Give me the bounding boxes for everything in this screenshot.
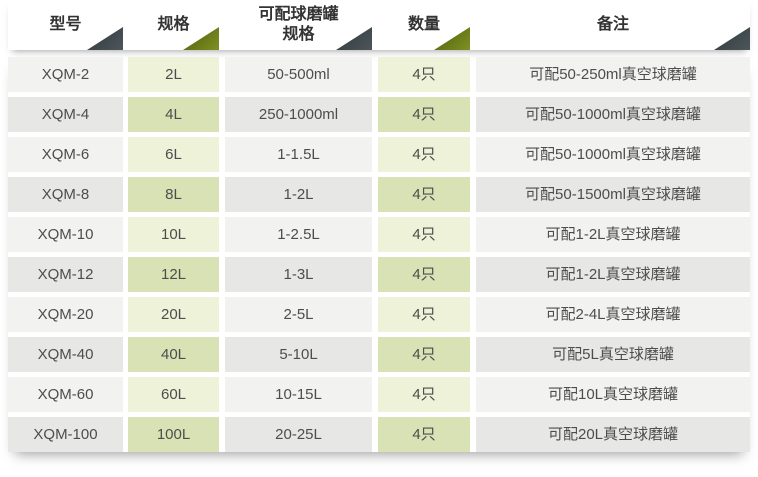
header-note: 备注 <box>476 0 750 50</box>
spec-table: 型号 规格 可配球磨罐 规格 数量 备注 XQM-2 2L 50-500ml 4… <box>8 0 750 452</box>
cell-qty: 4只 <box>378 97 470 132</box>
cell-spec: 10L <box>128 217 219 252</box>
table-row: XQM-12 12L 1-3L 4只 可配1-2L真空球磨罐 <box>8 257 750 292</box>
cell-spec: 40L <box>128 337 219 372</box>
cell-qty: 4只 <box>378 297 470 332</box>
cell-note: 可配20L真空球磨罐 <box>476 417 750 452</box>
corner-triangle-dark-icon <box>336 27 372 50</box>
cell-qty: 4只 <box>378 257 470 292</box>
cell-qty: 4只 <box>378 137 470 172</box>
cell-spec: 8L <box>128 177 219 212</box>
table-row: XQM-6 6L 1-1.5L 4只 可配50-1000ml真空球磨罐 <box>8 137 750 172</box>
cell-model: XQM-40 <box>8 337 123 372</box>
cell-spec: 4L <box>128 97 219 132</box>
cell-note: 可配50-1500ml真空球磨罐 <box>476 177 750 212</box>
cell-note: 可配10L真空球磨罐 <box>476 377 750 412</box>
cell-jar-spec: 1-2L <box>225 177 372 212</box>
cell-model: XQM-6 <box>8 137 123 172</box>
cell-note: 可配5L真空球磨罐 <box>476 337 750 372</box>
cell-model: XQM-60 <box>8 377 123 412</box>
cell-note: 可配50-1000ml真空球磨罐 <box>476 137 750 172</box>
header-model-label: 型号 <box>49 16 82 33</box>
cell-qty: 4只 <box>378 177 470 212</box>
cell-jar-spec: 20-25L <box>225 417 372 452</box>
header-qty: 数量 <box>378 0 470 50</box>
table-row: XQM-40 40L 5-10L 4只 可配5L真空球磨罐 <box>8 337 750 372</box>
table-row: XQM-2 2L 50-500ml 4只 可配50-250ml真空球磨罐 <box>8 57 750 92</box>
table-row: XQM-10 10L 1-2.5L 4只 可配1-2L真空球磨罐 <box>8 217 750 252</box>
cell-qty: 4只 <box>378 57 470 92</box>
table-row: XQM-60 60L 10-15L 4只 可配10L真空球磨罐 <box>8 377 750 412</box>
cell-model: XQM-4 <box>8 97 123 132</box>
header-spec-label: 规格 <box>157 16 190 33</box>
cell-qty: 4只 <box>378 337 470 372</box>
cell-jar-spec: 10-15L <box>225 377 372 412</box>
cell-model: XQM-12 <box>8 257 123 292</box>
cell-note: 可配50-1000ml真空球磨罐 <box>476 97 750 132</box>
header-note-label: 备注 <box>596 16 629 33</box>
cell-jar-spec: 50-500ml <box>225 57 372 92</box>
cell-note: 可配50-250ml真空球磨罐 <box>476 57 750 92</box>
header-model: 型号 <box>8 0 123 50</box>
cell-jar-spec: 1-3L <box>225 257 372 292</box>
table-row: XQM-4 4L 250-1000ml 4只 可配50-1000ml真空球磨罐 <box>8 97 750 132</box>
corner-triangle-dark-icon <box>87 27 123 50</box>
corner-triangle-dark-icon <box>714 27 750 50</box>
header-qty-label: 数量 <box>407 16 440 33</box>
header-jar-spec-label-line2: 规格 <box>282 26 315 43</box>
cell-note: 可配1-2L真空球磨罐 <box>476 257 750 292</box>
cell-spec: 6L <box>128 137 219 172</box>
cell-note: 可配1-2L真空球磨罐 <box>476 217 750 252</box>
cell-spec: 100L <box>128 417 219 452</box>
header-spec: 规格 <box>128 0 219 50</box>
cell-model: XQM-100 <box>8 417 123 452</box>
cell-spec: 2L <box>128 57 219 92</box>
table-header: 型号 规格 可配球磨罐 规格 数量 备注 <box>8 0 750 50</box>
cell-model: XQM-20 <box>8 297 123 332</box>
cell-model: XQM-2 <box>8 57 123 92</box>
table-row: XQM-100 100L 20-25L 4只 可配20L真空球磨罐 <box>8 417 750 452</box>
cell-spec: 60L <box>128 377 219 412</box>
table-body: XQM-2 2L 50-500ml 4只 可配50-250ml真空球磨罐 XQM… <box>8 57 750 452</box>
cell-qty: 4只 <box>378 377 470 412</box>
cell-spec: 20L <box>128 297 219 332</box>
cell-spec: 12L <box>128 257 219 292</box>
cell-jar-spec: 2-5L <box>225 297 372 332</box>
cell-jar-spec: 250-1000ml <box>225 97 372 132</box>
cell-model: XQM-8 <box>8 177 123 212</box>
cell-qty: 4只 <box>378 417 470 452</box>
cell-model: XQM-10 <box>8 217 123 252</box>
cell-note: 可配2-4L真空球磨罐 <box>476 297 750 332</box>
header-jar-spec: 可配球磨罐 规格 <box>225 0 372 50</box>
table-row: XQM-8 8L 1-2L 4只 可配50-1500ml真空球磨罐 <box>8 177 750 212</box>
header-jar-spec-label-line1: 可配球磨罐 <box>258 6 339 23</box>
cell-qty: 4只 <box>378 217 470 252</box>
cell-jar-spec: 1-2.5L <box>225 217 372 252</box>
table-row: XQM-20 20L 2-5L 4只 可配2-4L真空球磨罐 <box>8 297 750 332</box>
cell-jar-spec: 1-1.5L <box>225 137 372 172</box>
cell-jar-spec: 5-10L <box>225 337 372 372</box>
